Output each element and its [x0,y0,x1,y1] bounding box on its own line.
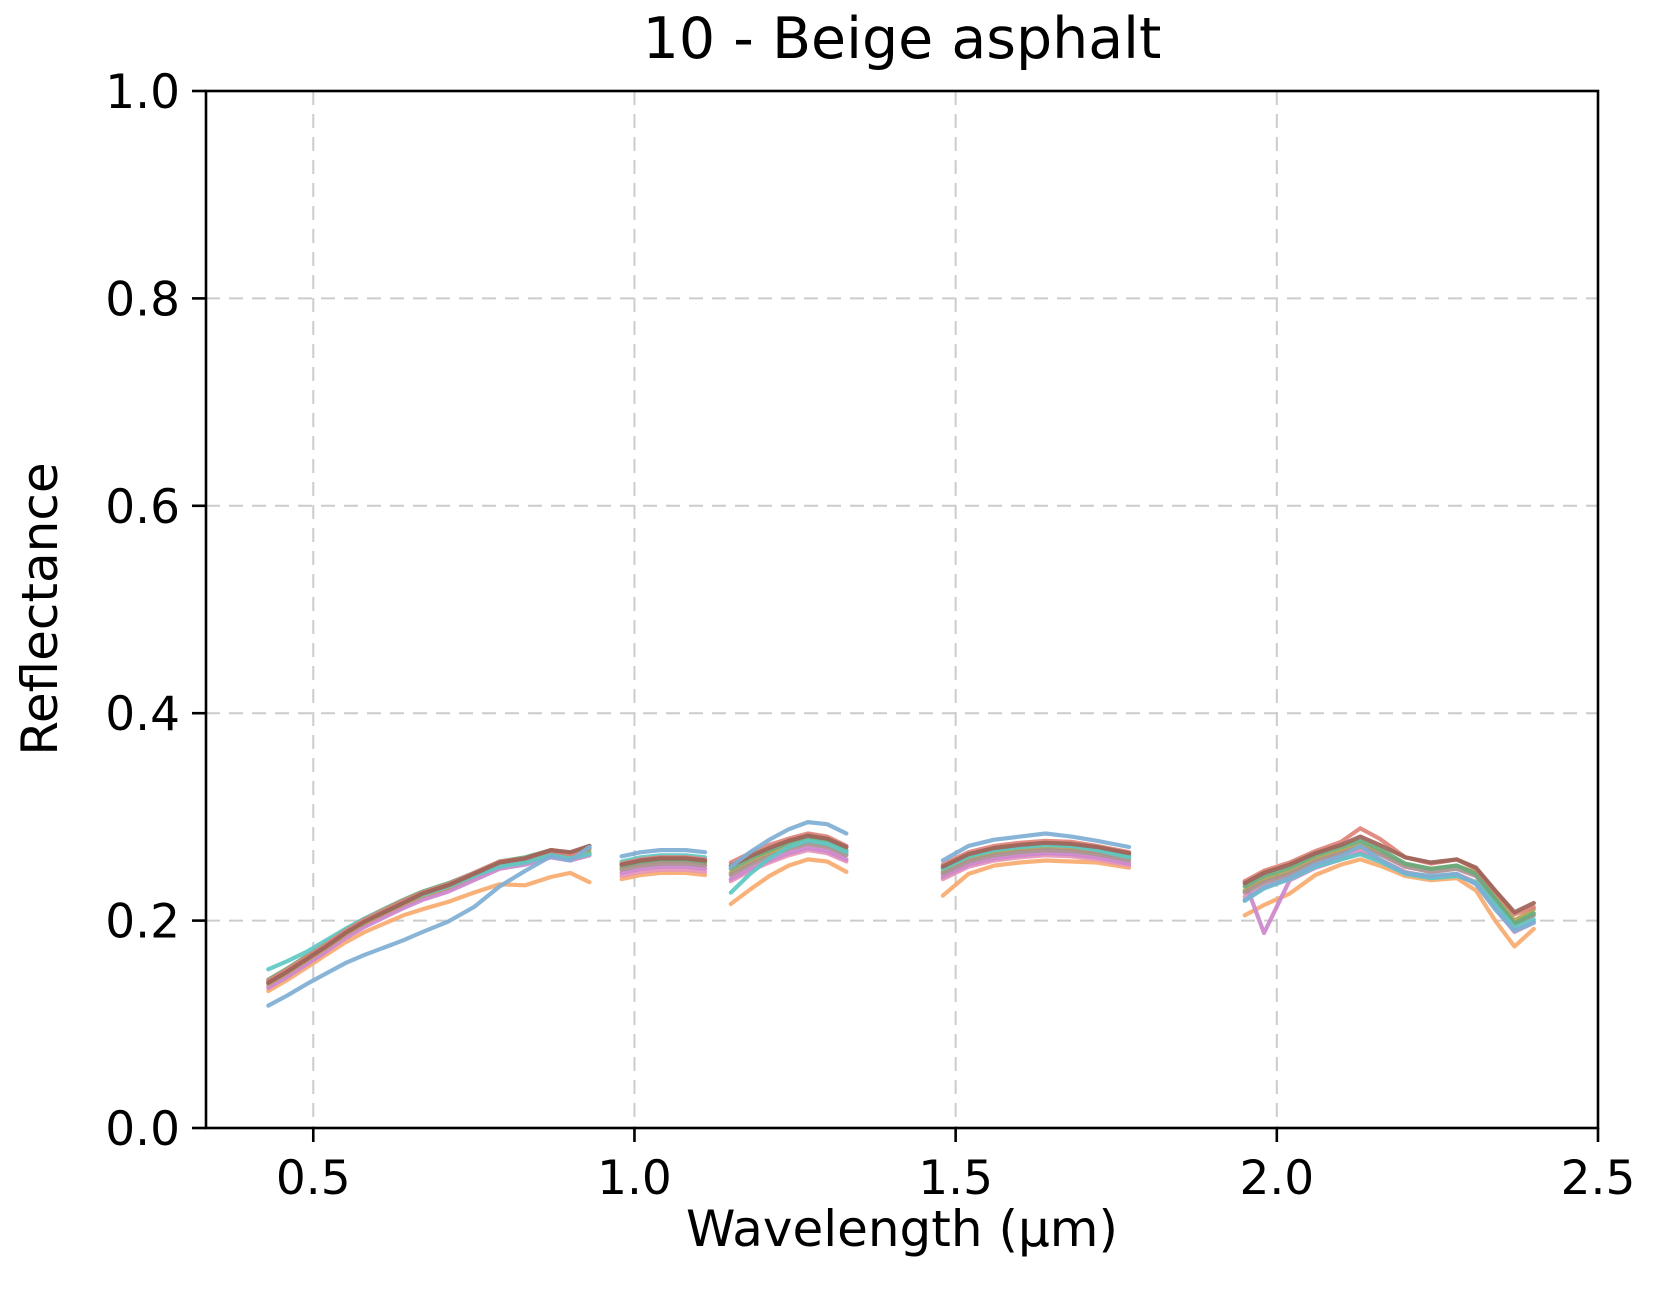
spectrum-steelblue [728,819,849,869]
spectrum-orange [940,858,1132,898]
x-tick-label: 1.5 [918,1151,993,1206]
spectrum-seagreen [1242,838,1536,926]
spectrum-steelblue [1242,843,1536,934]
spectrum-sienna [619,856,708,867]
spectrum-rosybrown [619,861,708,872]
spectrum-sienna [1242,834,1536,915]
spectrum-orchid [940,851,1132,880]
y-tick-label: 1.0 [105,65,180,120]
spectrum-orange [728,857,849,907]
spectrum-sienna [940,840,1132,869]
x-tick-label: 1.0 [597,1151,672,1206]
spectrum-orchid [728,845,849,882]
y-tick-label: 0.2 [105,895,180,950]
spectrum-steelblue [940,831,1132,863]
spectrum-sienna [728,833,849,868]
spectrum-steelblue [266,844,592,1008]
spectrum-pink [619,867,708,879]
chart-title: 10 - Beige asphalt [642,6,1162,72]
x-tick-label: 2.0 [1239,1151,1314,1206]
y-tick-label: 0.8 [105,272,180,327]
spectrum-khaki [266,850,592,987]
y-tick-label: 0.0 [105,1102,180,1157]
axes-spines [204,89,1600,1130]
y-tick-label: 0.4 [105,687,180,742]
y-tick-label: 0.6 [105,480,180,535]
spectrum-turquoise [728,838,849,895]
spectrum-orchid [266,853,592,991]
spectrum-sienna [266,843,592,985]
x-tick-label: 0.5 [276,1151,351,1206]
spectrum-steelblue [619,847,708,859]
spectrum-orange [1242,857,1536,949]
x-tick-label: 2.5 [1561,1151,1636,1206]
spectrum-rosybrown [940,847,1132,877]
spectrum-orchid [619,864,708,876]
y-axis-label: Reflectance [11,462,69,756]
spectrum-orange [266,870,592,994]
spectrum-orange [619,870,708,882]
x-axis-label: Wavelength (µm) [685,1200,1119,1258]
